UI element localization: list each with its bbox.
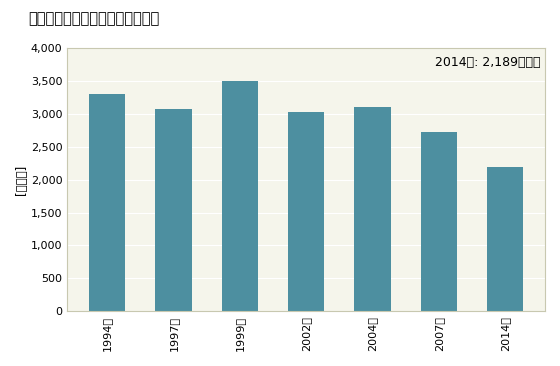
Bar	[487, 167, 524, 311]
Bar	[421, 132, 457, 311]
Bar	[222, 81, 258, 311]
Text: その他の卸売業の事業所数の推移: その他の卸売業の事業所数の推移	[28, 11, 159, 26]
Bar	[288, 112, 324, 311]
Text: 2014年: 2,189事業所: 2014年: 2,189事業所	[435, 56, 540, 69]
Bar	[155, 109, 192, 311]
Bar	[354, 108, 391, 311]
Bar	[89, 94, 125, 311]
Y-axis label: [事業所]: [事業所]	[15, 165, 28, 195]
